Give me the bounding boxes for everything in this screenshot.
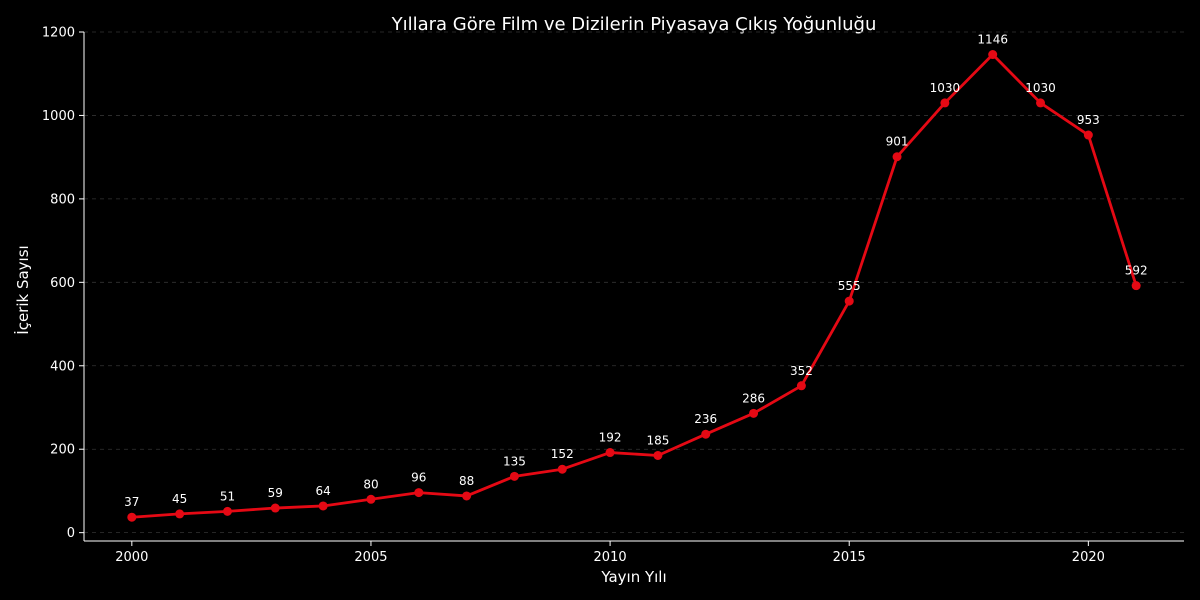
- chart-title: Yıllara Göre Film ve Dizilerin Piyasaya …: [391, 14, 877, 35]
- series-layer: [127, 50, 1141, 522]
- data-label: 1030: [1025, 81, 1056, 95]
- series-line: [131, 53, 1138, 519]
- y-tick-label: 600: [50, 276, 75, 291]
- data-point: [1036, 98, 1046, 108]
- data-point: [988, 50, 998, 60]
- data-point: [653, 450, 663, 460]
- x-tick-label: 2010: [594, 550, 627, 565]
- data-point: [605, 448, 615, 458]
- data-label: 185: [646, 433, 669, 447]
- data-point: [892, 152, 902, 162]
- data-label: 135: [503, 454, 526, 468]
- data-point: [940, 98, 950, 108]
- y-tick-label: 1200: [42, 26, 75, 41]
- data-point: [557, 464, 567, 474]
- data-label: 286: [742, 391, 765, 405]
- x-tick-label: 2000: [115, 550, 148, 565]
- data-label: 555: [838, 279, 861, 293]
- y-tick-label: 200: [50, 443, 75, 458]
- data-point: [127, 512, 137, 522]
- data-label: 1030: [930, 81, 961, 95]
- y-tick-label: 0: [67, 526, 75, 541]
- y-tick-label: 800: [50, 192, 75, 207]
- data-label: 592: [1125, 264, 1148, 278]
- x-tick-label: 2005: [354, 550, 387, 565]
- data-point: [366, 494, 376, 504]
- data-label: 37: [124, 495, 139, 509]
- data-point: [1083, 130, 1093, 140]
- data-label: 45: [172, 492, 187, 506]
- data-point: [844, 296, 854, 306]
- data-point: [462, 491, 472, 501]
- data-label: 1146: [977, 33, 1008, 47]
- y-axis-label: İçerik Sayısı: [13, 245, 32, 334]
- x-tick-label: 2015: [833, 550, 866, 565]
- data-label: 51: [220, 489, 235, 503]
- data-label: 901: [886, 135, 909, 149]
- data-labels-layer: 37 45 51 59 64 80 96 88 135 152 192 185 236 286 352 555…: [124, 33, 1147, 510]
- data-point: [749, 408, 759, 418]
- data-label: 64: [315, 484, 330, 498]
- data-label: 59: [268, 486, 283, 500]
- data-point: [1131, 281, 1141, 291]
- data-point: [414, 488, 424, 498]
- data-point: [175, 509, 185, 519]
- data-point: [509, 471, 519, 481]
- data-point: [318, 501, 328, 511]
- grid-layer: [84, 31, 1184, 534]
- x-tick-label: 2020: [1072, 550, 1105, 565]
- data-label: 152: [551, 447, 574, 461]
- data-label: 80: [363, 477, 378, 491]
- y-tick-label: 1000: [42, 109, 75, 124]
- y-tick-label: 400: [50, 359, 75, 374]
- data-label: 88: [459, 474, 474, 488]
- data-label: 192: [599, 431, 622, 445]
- data-label: 236: [694, 412, 717, 426]
- data-label: 352: [790, 364, 813, 378]
- data-point: [701, 429, 711, 439]
- data-label: 953: [1077, 113, 1100, 127]
- data-point: [796, 381, 806, 391]
- data-label: 96: [411, 471, 426, 485]
- data-point: [222, 506, 232, 516]
- data-point: [270, 503, 280, 513]
- x-axis-label: Yayın Yılı: [600, 568, 666, 586]
- axes-layer: 0 200 400 600 800 1000 1200 2000 2005 2010 2015 202…: [42, 26, 1184, 565]
